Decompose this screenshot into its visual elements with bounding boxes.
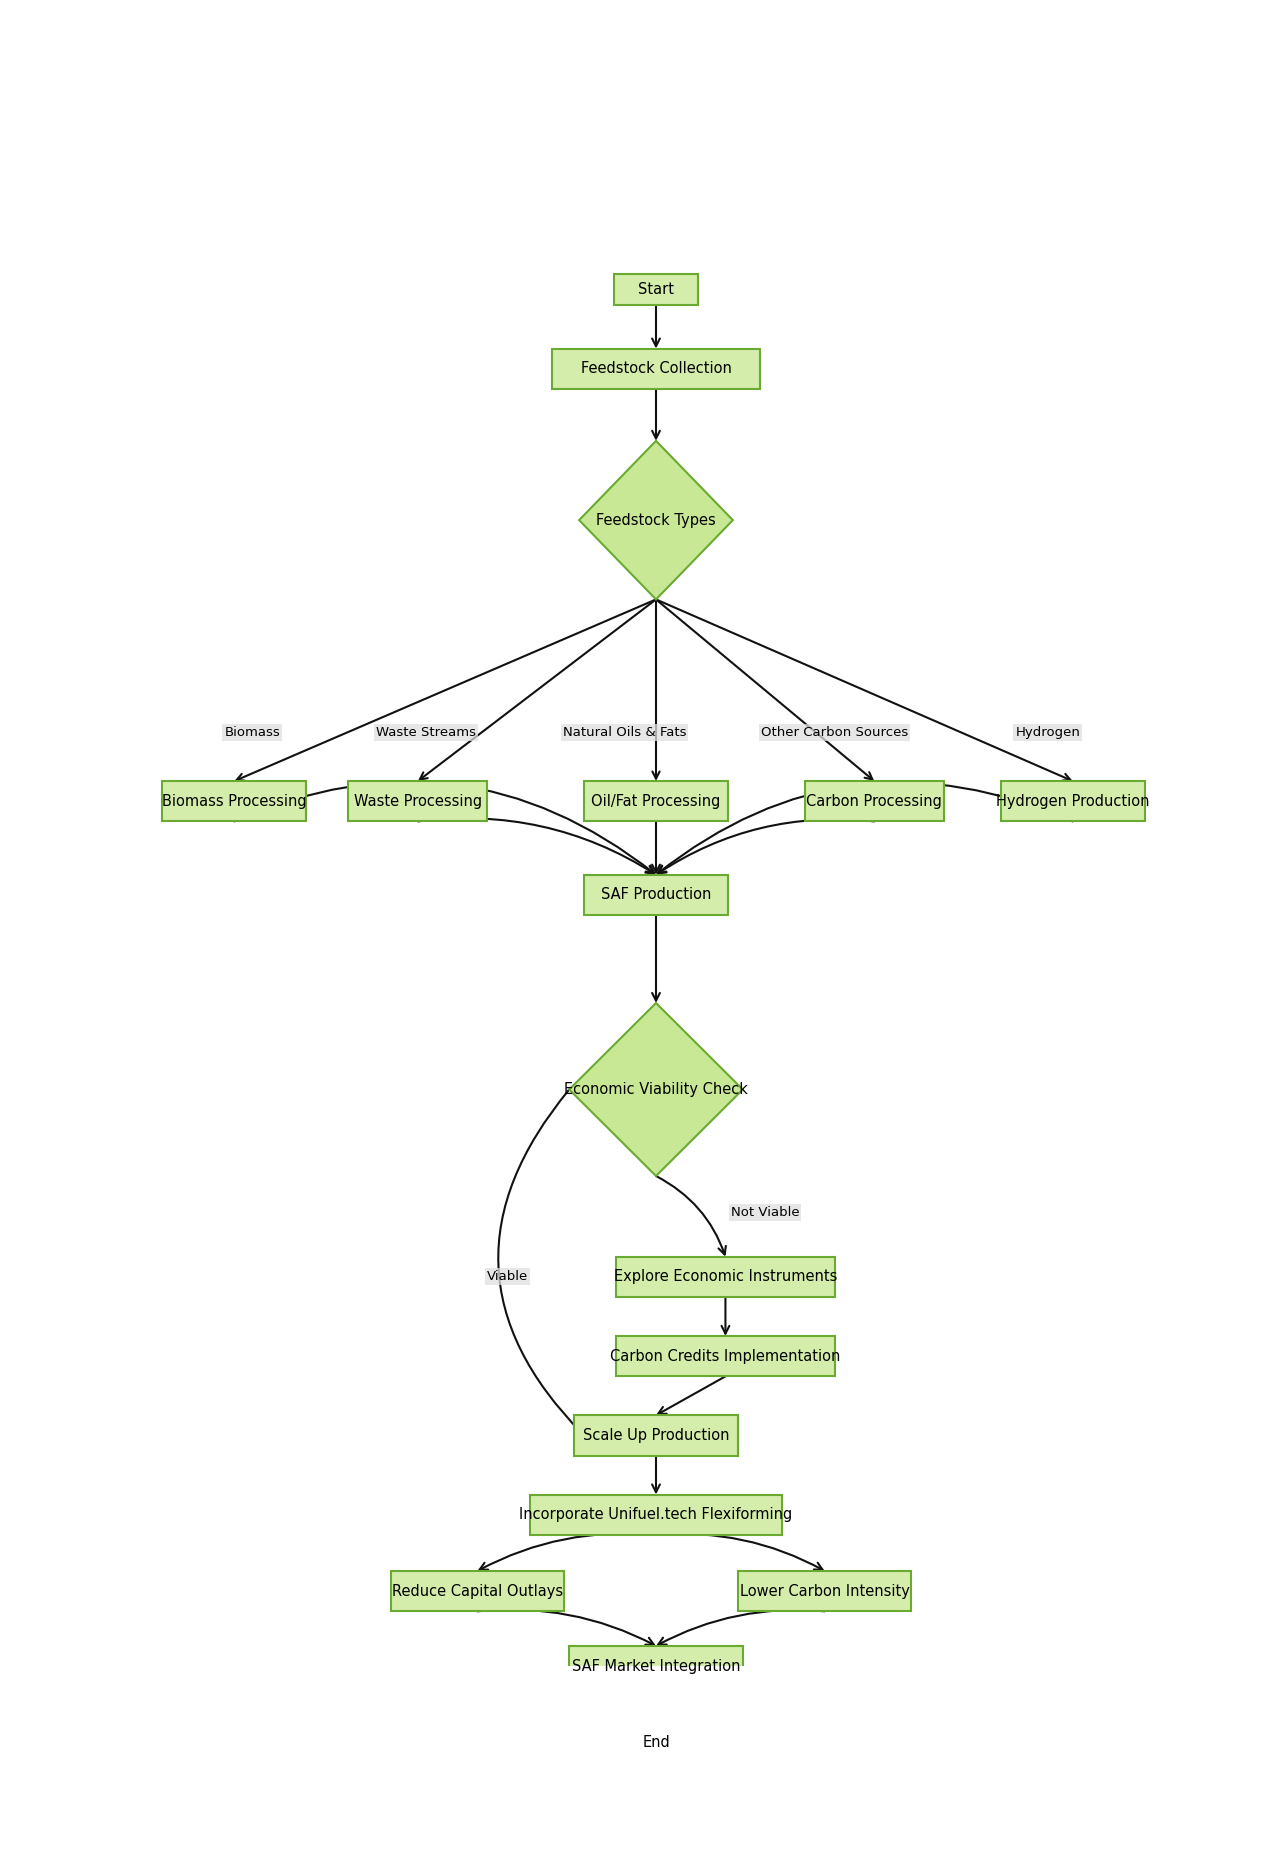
Text: SAF Market Integration: SAF Market Integration: [572, 1659, 740, 1674]
FancyArrowPatch shape: [477, 1610, 654, 1645]
Text: Carbon Processing: Carbon Processing: [806, 794, 942, 809]
FancyBboxPatch shape: [530, 1494, 782, 1535]
FancyArrowPatch shape: [722, 1297, 730, 1333]
Text: Lower Carbon Intensity: Lower Carbon Intensity: [740, 1584, 910, 1599]
FancyArrowPatch shape: [417, 818, 654, 874]
FancyBboxPatch shape: [618, 1726, 694, 1758]
Polygon shape: [579, 440, 733, 599]
Text: Biomass: Biomass: [224, 726, 280, 739]
FancyBboxPatch shape: [617, 1256, 835, 1297]
FancyBboxPatch shape: [570, 1645, 742, 1687]
FancyBboxPatch shape: [348, 781, 488, 822]
FancyArrowPatch shape: [498, 1090, 582, 1434]
FancyArrowPatch shape: [652, 1687, 660, 1724]
Text: Oil/Fat Processing: Oil/Fat Processing: [591, 794, 721, 809]
Text: Waste Streams: Waste Streams: [376, 726, 476, 739]
Text: Reduce Capital Outlays: Reduce Capital Outlays: [392, 1584, 563, 1599]
Text: Viable: Viable: [486, 1271, 527, 1284]
FancyArrowPatch shape: [657, 1176, 726, 1254]
FancyBboxPatch shape: [737, 1571, 911, 1612]
Text: Natural Oils & Fats: Natural Oils & Fats: [562, 726, 686, 739]
FancyArrowPatch shape: [652, 305, 660, 346]
FancyBboxPatch shape: [805, 781, 943, 822]
FancyArrowPatch shape: [657, 599, 873, 779]
FancyArrowPatch shape: [658, 1610, 824, 1645]
FancyArrowPatch shape: [234, 782, 654, 874]
Text: Explore Economic Instruments: Explore Economic Instruments: [613, 1269, 837, 1284]
Text: Waste Processing: Waste Processing: [353, 794, 483, 809]
Text: Incorporate Unifuel.tech Flexiforming: Incorporate Unifuel.tech Flexiforming: [520, 1507, 792, 1522]
Text: Hydrogen: Hydrogen: [1015, 726, 1080, 739]
Text: End: End: [643, 1735, 669, 1750]
Text: Other Carbon Sources: Other Carbon Sources: [760, 726, 909, 739]
Text: Economic Viability Check: Economic Viability Check: [564, 1082, 748, 1097]
Text: Scale Up Production: Scale Up Production: [582, 1428, 730, 1443]
Text: Hydrogen Production: Hydrogen Production: [996, 794, 1149, 809]
FancyArrowPatch shape: [652, 915, 660, 1002]
Text: Start: Start: [637, 283, 675, 298]
FancyArrowPatch shape: [653, 599, 659, 779]
FancyBboxPatch shape: [617, 1337, 835, 1376]
FancyArrowPatch shape: [658, 820, 874, 874]
Text: Not Viable: Not Viable: [731, 1206, 800, 1219]
FancyBboxPatch shape: [552, 348, 760, 389]
FancyBboxPatch shape: [163, 781, 306, 822]
Text: Feedstock Types: Feedstock Types: [596, 513, 716, 528]
FancyArrowPatch shape: [237, 599, 657, 781]
FancyArrowPatch shape: [652, 389, 660, 438]
FancyArrowPatch shape: [652, 1456, 660, 1492]
FancyBboxPatch shape: [614, 273, 698, 305]
FancyArrowPatch shape: [658, 1376, 726, 1413]
FancyBboxPatch shape: [1001, 781, 1144, 822]
FancyArrowPatch shape: [652, 822, 660, 872]
Polygon shape: [570, 1003, 742, 1176]
FancyBboxPatch shape: [584, 781, 728, 822]
FancyArrowPatch shape: [420, 599, 657, 779]
FancyBboxPatch shape: [390, 1571, 564, 1612]
Text: Biomass Processing: Biomass Processing: [163, 794, 307, 809]
Text: Carbon Credits Implementation: Carbon Credits Implementation: [611, 1348, 841, 1363]
FancyArrowPatch shape: [657, 599, 1070, 781]
FancyArrowPatch shape: [657, 1533, 823, 1571]
FancyBboxPatch shape: [575, 1415, 737, 1456]
Text: SAF Production: SAF Production: [600, 887, 712, 902]
FancyArrowPatch shape: [480, 1533, 657, 1571]
FancyArrowPatch shape: [658, 782, 1073, 872]
Text: Feedstock Collection: Feedstock Collection: [581, 361, 731, 376]
FancyBboxPatch shape: [584, 874, 728, 915]
